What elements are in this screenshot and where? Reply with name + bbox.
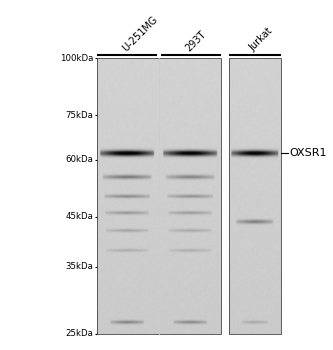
Text: 60kDa: 60kDa	[65, 155, 93, 164]
Text: U-251MG: U-251MG	[120, 14, 159, 53]
Text: 35kDa: 35kDa	[65, 262, 93, 271]
Text: 100kDa: 100kDa	[60, 54, 93, 63]
Text: 25kDa: 25kDa	[65, 329, 93, 338]
Text: Jurkat: Jurkat	[248, 26, 275, 53]
Text: OXSR1: OXSR1	[290, 148, 327, 158]
Bar	[221, 58, 229, 334]
Text: 75kDa: 75kDa	[65, 111, 93, 120]
Bar	[97, 58, 221, 334]
Text: 45kDa: 45kDa	[65, 212, 93, 221]
Bar	[229, 58, 281, 334]
Text: 293T: 293T	[183, 29, 208, 53]
